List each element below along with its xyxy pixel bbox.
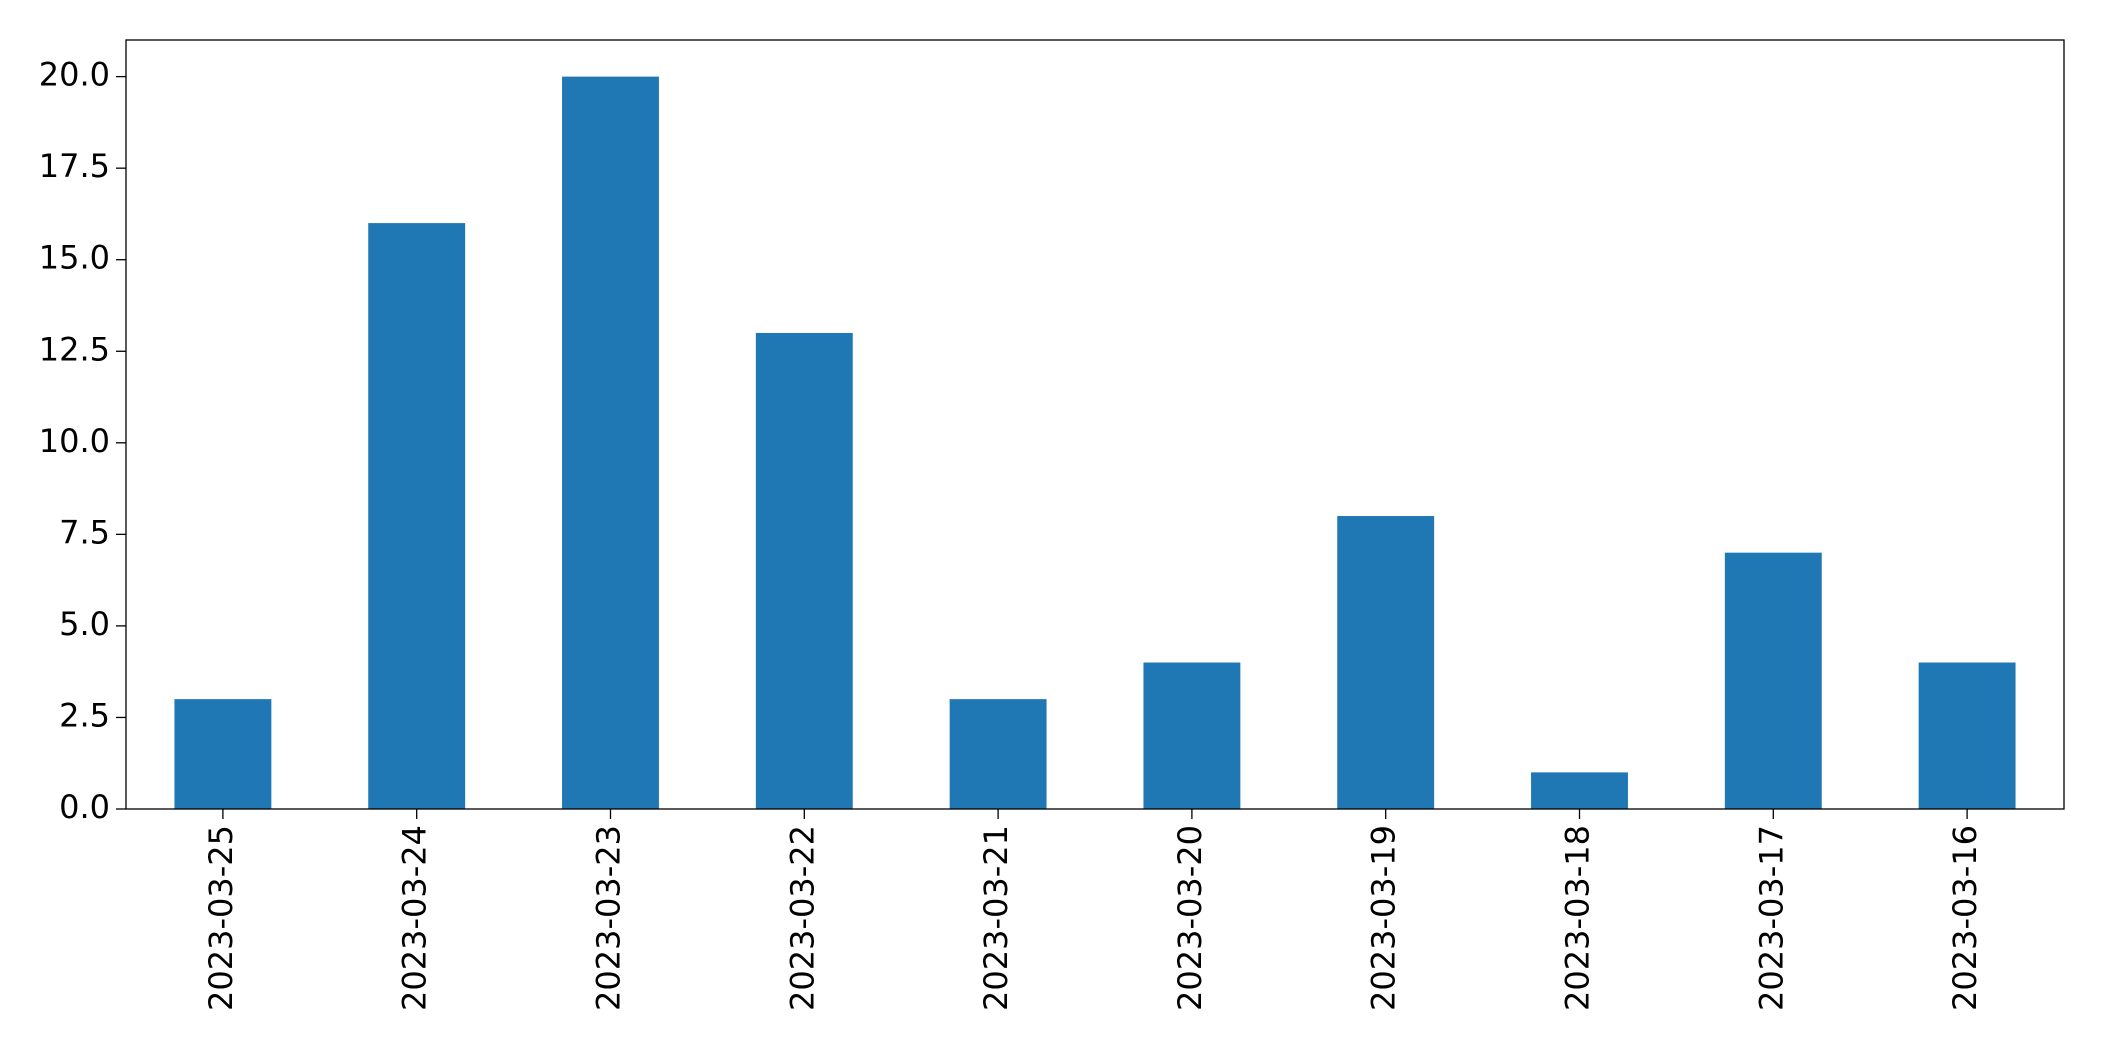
x-tick-label: 2023-03-19 [1365,825,1403,1011]
y-tick-label: 5.0 [59,605,110,643]
bar [755,332,853,809]
y-tick-label: 0.0 [59,788,110,826]
x-tick-label: 2023-03-22 [783,825,821,1011]
y-tick-label: 15.0 [39,239,110,277]
plot-frame [125,39,2065,810]
bar [368,223,466,810]
bar [562,76,659,810]
bar [1724,552,1822,809]
y-tick-label: 7.5 [59,513,110,551]
y-tick-label: 12.5 [39,330,110,368]
bar [1337,516,1435,809]
bar [1918,662,2016,809]
x-tick-label: 2023-03-18 [1559,825,1597,1011]
bar [174,699,272,809]
bar [1531,772,1628,809]
x-tick-label: 2023-03-20 [1171,825,1209,1011]
bar [1143,662,1241,809]
x-tick-label: 2023-03-17 [1752,825,1790,1011]
x-tick-label: 2023-03-16 [1946,825,1984,1011]
x-tick-label: 2023-03-25 [202,825,240,1011]
x-tick-label: 2023-03-21 [977,825,1015,1011]
x-tick-label: 2023-03-23 [590,825,628,1011]
y-tick-label: 20.0 [39,56,110,94]
y-tick-label: 10.0 [39,422,110,460]
y-tick-label: 17.5 [39,147,110,185]
bar [949,699,1047,809]
y-tick-label: 2.5 [59,696,110,734]
x-tick-label: 2023-03-24 [396,825,434,1011]
